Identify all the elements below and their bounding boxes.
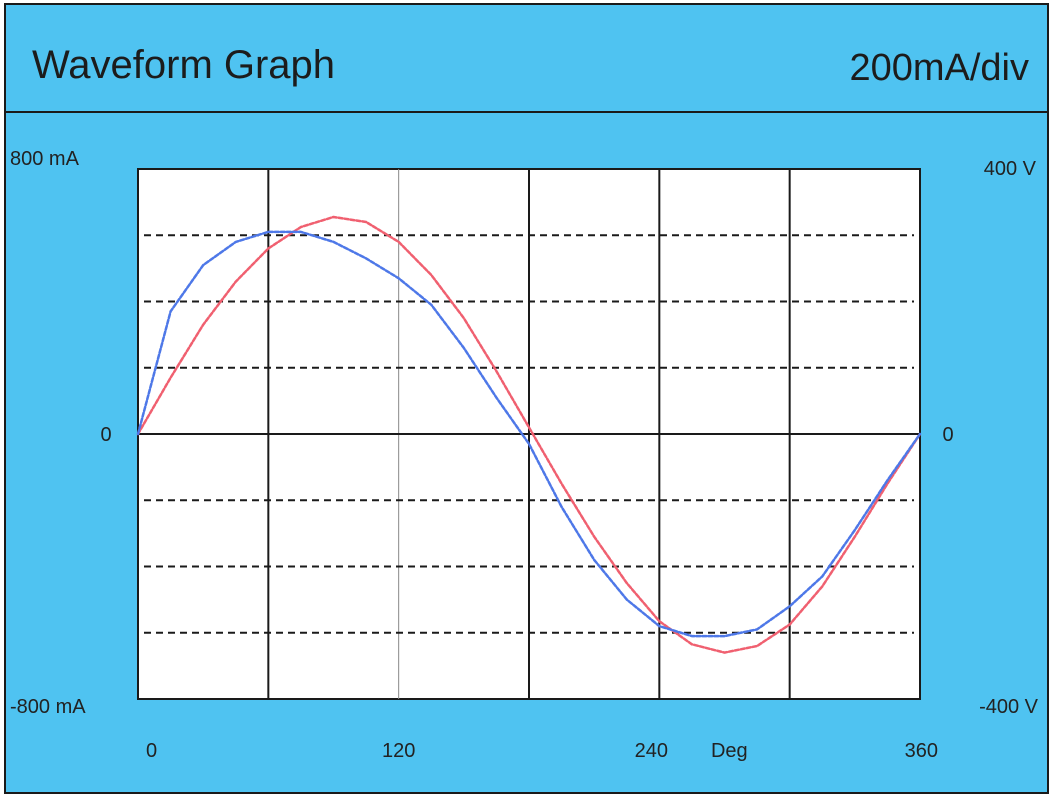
series-line-2: [136, 230, 922, 638]
x-axis-label: Deg: [711, 740, 748, 762]
waveform-chart: 800 mA 0 -800 mA 400 V 0 -400 V 0 120 240 360 Deg: [10, 148, 1039, 762]
left-axis-zero-label: 0: [100, 424, 111, 446]
left-axis-bottom-label: -800 mA: [10, 696, 86, 718]
scale-label: 200mA/div: [849, 47, 1029, 89]
x-tick-label: 240: [635, 740, 668, 762]
x-tick-label: 360: [905, 740, 938, 762]
plot-area: 800 mA 0 -800 mA 400 V 0 -400 V 0 120 240 360 Deg: [6, 113, 1047, 792]
right-axis-top-label: 400 V: [984, 158, 1037, 180]
waveform-panel: Waveform Graph 200mA/div 800 mA 0 -800 mA 4…: [4, 3, 1049, 794]
left-axis-top-label: 800 mA: [10, 148, 80, 170]
right-axis-bottom-label: -400 V: [979, 696, 1039, 718]
x-tick-label: 120: [382, 740, 415, 762]
series-line-1: [136, 215, 922, 654]
graph-title: Waveform Graph: [32, 43, 336, 87]
x-tick-label: 0: [146, 740, 157, 762]
right-axis-zero-label: 0: [942, 424, 953, 446]
title-bar: Waveform Graph 200mA/div: [6, 5, 1047, 113]
